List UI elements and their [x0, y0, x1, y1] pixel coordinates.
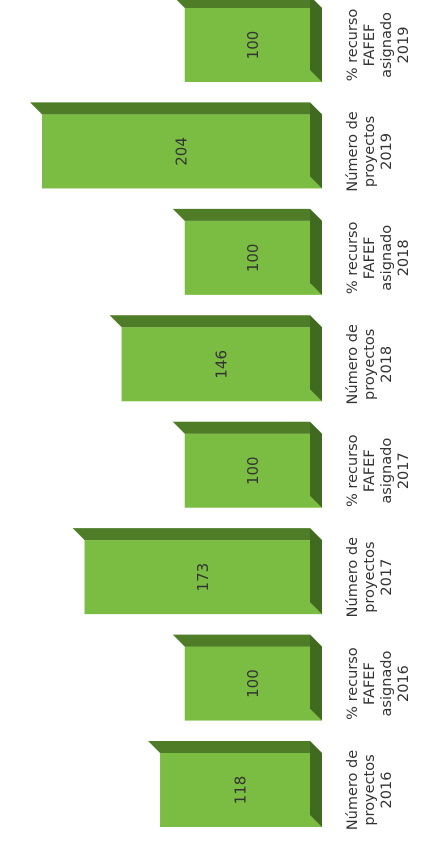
- category-label-line: 2016: [396, 665, 412, 702]
- category-label-line: Número de: [345, 111, 361, 191]
- data-label: 100: [244, 31, 262, 60]
- bar-group: 100: [172, 208, 322, 295]
- bar-group: 173: [72, 528, 323, 615]
- category-label-line: % recurso: [345, 221, 361, 294]
- category-tick-label: % recursoFAFEFasignado2017: [345, 434, 412, 507]
- category-label-line: FAFEF: [362, 236, 378, 279]
- category-label-text: Número deproyectos2017: [345, 537, 395, 617]
- data-label: 146: [212, 350, 230, 379]
- category-label-line: proyectos: [362, 329, 378, 400]
- bar: [184, 8, 322, 82]
- data-label: 173: [194, 563, 212, 592]
- category-label-line: FAFEF: [362, 24, 378, 67]
- bar-top-face: [176, 0, 322, 8]
- bar-group: 146: [109, 315, 322, 402]
- category-label-line: asignado: [379, 651, 395, 717]
- bar-top-face: [72, 528, 323, 541]
- bar-group: 100: [176, 0, 322, 82]
- category-label-text: % recursoFAFEFasignado2019: [345, 9, 412, 82]
- bar-side-face: [310, 208, 322, 295]
- category-label-line: 2016: [379, 772, 395, 809]
- bar-top-face: [172, 208, 322, 221]
- category-label-line: proyectos: [362, 116, 378, 187]
- category-label-text: Número deproyectos2016: [345, 750, 395, 830]
- bar: [121, 327, 322, 402]
- category-label-line: Número de: [345, 750, 361, 830]
- bar: [160, 753, 322, 827]
- category-tick-label: Número deproyectos2019: [345, 111, 395, 191]
- data-label: 100: [244, 456, 262, 485]
- bar-group: 100: [172, 421, 322, 508]
- bar: [184, 646, 322, 721]
- data-label: 204: [173, 137, 191, 166]
- data-label: 100: [244, 669, 262, 698]
- bar-top-face: [172, 421, 322, 434]
- data-label: 118: [232, 776, 250, 805]
- category-label-line: asignado: [379, 12, 395, 78]
- category-label-line: % recurso: [345, 434, 361, 507]
- bar-side-face: [310, 0, 322, 82]
- bar-side-face: [310, 741, 322, 827]
- category-label-line: 2018: [379, 346, 395, 383]
- category-tick-label: Número deproyectos2017: [345, 537, 395, 617]
- category-tick-label: % recursoFAFEFasignado2018: [345, 221, 412, 294]
- bar-group: 204: [30, 102, 322, 189]
- bar-side-face: [310, 634, 322, 721]
- category-label-line: 2019: [396, 27, 412, 64]
- bar-top-face: [109, 315, 322, 328]
- category-label-text: % recursoFAFEFasignado2017: [345, 434, 412, 507]
- category-label-text: Número deproyectos2018: [345, 324, 395, 404]
- category-label-line: proyectos: [362, 754, 378, 825]
- category-label-text: % recursoFAFEFasignado2018: [345, 221, 412, 294]
- category-label-line: asignado: [379, 438, 395, 504]
- category-label-line: 2018: [396, 239, 412, 276]
- category-tick-label: Número deproyectos2016: [345, 750, 395, 830]
- category-label-text: Número deproyectos2019: [345, 111, 395, 191]
- category-label-line: % recurso: [345, 647, 361, 720]
- bar: [184, 433, 322, 508]
- bar-group: 100: [172, 634, 322, 721]
- category-label-line: asignado: [379, 225, 395, 291]
- bar-top-face: [148, 741, 322, 753]
- category-label-line: proyectos: [362, 541, 378, 612]
- data-label: 100: [244, 244, 262, 273]
- category-tick-label: % recursoFAFEFasignado2016: [345, 647, 412, 720]
- bar: [42, 114, 322, 189]
- bar-side-face: [310, 421, 322, 508]
- category-label-line: 2019: [379, 133, 395, 170]
- bar-side-face: [310, 102, 322, 189]
- category-label-line: Número de: [345, 324, 361, 404]
- category-label-line: FAFEF: [362, 449, 378, 492]
- category-label-line: 2017: [396, 452, 412, 489]
- bar-side-face: [310, 528, 322, 615]
- bar-top-face: [30, 102, 322, 115]
- category-label-line: Número de: [345, 537, 361, 617]
- bar-top-face: [172, 634, 322, 647]
- category-label-line: 2017: [379, 559, 395, 596]
- bar: [184, 220, 322, 295]
- bar-group: 118: [148, 741, 322, 827]
- category-label-line: FAFEF: [362, 662, 378, 705]
- category-label-line: % recurso: [345, 9, 361, 82]
- category-tick-label: Número deproyectos2018: [345, 324, 395, 404]
- bar: [84, 540, 323, 615]
- bar-side-face: [310, 315, 322, 402]
- category-tick-label: % recursoFAFEFasignado2019: [345, 9, 412, 82]
- category-label-text: % recursoFAFEFasignado2016: [345, 647, 412, 720]
